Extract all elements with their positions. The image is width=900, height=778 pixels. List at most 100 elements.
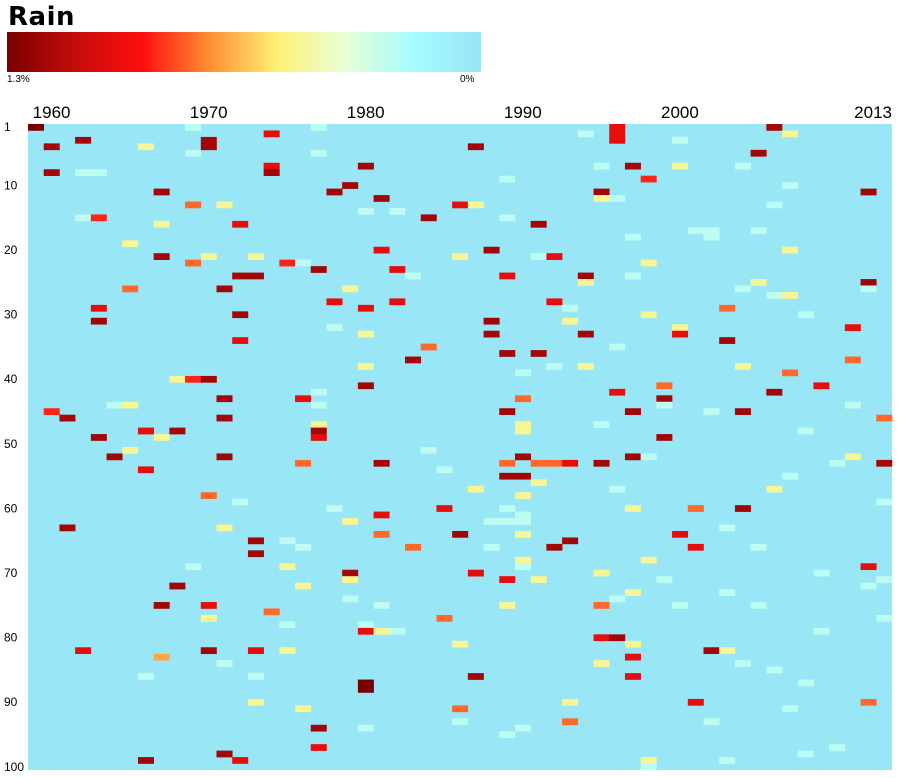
heatmap-cell xyxy=(153,653,170,661)
heatmap-cell xyxy=(90,434,107,441)
y-tick-label: 10 xyxy=(4,178,18,192)
heatmap-cell xyxy=(200,602,217,609)
heatmap-cell xyxy=(373,246,390,254)
heatmap-cell xyxy=(357,330,374,338)
heatmap-cell xyxy=(514,453,531,461)
heatmap-cell xyxy=(672,602,689,609)
heatmap-cell xyxy=(483,330,500,338)
x-tick-label: 1980 xyxy=(347,103,385,122)
heatmap-cell xyxy=(562,304,579,312)
x-tick-label: 1960 xyxy=(33,103,71,122)
heatmap-cell xyxy=(310,149,327,157)
heatmap-cell xyxy=(295,543,312,551)
x-tick-label: 2000 xyxy=(661,103,699,122)
heatmap-cell xyxy=(656,395,673,403)
heatmap-cell xyxy=(405,543,422,551)
heatmap-cell xyxy=(200,375,217,383)
heatmap-cell xyxy=(310,266,327,273)
y-tick-label: 60 xyxy=(4,501,18,515)
heatmap-cell xyxy=(310,421,327,428)
heatmap-cell xyxy=(43,408,60,415)
heatmap-cell xyxy=(797,750,814,758)
heatmap-cell xyxy=(452,201,469,209)
heatmap-cell xyxy=(530,576,547,583)
heatmap-cell xyxy=(844,401,861,409)
heatmap-cell xyxy=(357,686,374,693)
heatmap-cell xyxy=(514,511,531,519)
heatmap-cell xyxy=(389,627,406,635)
heatmap-cell xyxy=(373,530,390,538)
x-tick-label: 2013 xyxy=(854,103,892,122)
heatmap-cell xyxy=(813,569,830,577)
heatmap-cell xyxy=(593,602,610,609)
heatmap-cell xyxy=(75,647,92,655)
heatmap-cell xyxy=(844,453,861,461)
heatmap-cell xyxy=(106,401,123,409)
heatmap-cell xyxy=(499,602,516,609)
heatmap-cell xyxy=(137,466,154,474)
heatmap-cell xyxy=(640,556,657,564)
heatmap-cell xyxy=(640,757,657,764)
heatmap-cell xyxy=(452,640,469,648)
heatmap-cell xyxy=(624,453,641,461)
heatmap-cell xyxy=(672,530,689,538)
heatmap-cell xyxy=(672,136,689,144)
heatmap-cell xyxy=(829,744,846,751)
heatmap-cell xyxy=(766,485,783,493)
heatmap-cell xyxy=(624,162,641,170)
heatmap-cell xyxy=(342,595,359,603)
heatmap-cell xyxy=(530,350,547,357)
heatmap-cell xyxy=(672,162,689,170)
heatmap-cell xyxy=(452,530,469,538)
heatmap-cell xyxy=(357,621,374,629)
heatmap-cell xyxy=(373,195,390,202)
heatmap-cell xyxy=(357,724,374,732)
heatmap-cell xyxy=(326,188,343,196)
heatmap-cell xyxy=(342,285,359,293)
heatmap-cell xyxy=(624,589,641,596)
y-tick-label: 40 xyxy=(4,372,18,386)
heatmap-cell xyxy=(750,149,767,157)
heatmap-cell xyxy=(672,324,689,332)
y-tick-label: 1 xyxy=(4,120,11,134)
heatmap-cell xyxy=(719,647,736,655)
heatmap-cell xyxy=(514,492,531,499)
heatmap-cell xyxy=(452,253,469,260)
heatmap-cell xyxy=(609,485,626,493)
heatmap-cell xyxy=(514,369,531,377)
heatmap-cell xyxy=(200,143,217,151)
heatmap-cell xyxy=(357,679,374,687)
heatmap-cell xyxy=(734,285,751,293)
heatmap-cell xyxy=(797,427,814,435)
heatmap-cell xyxy=(514,556,531,564)
heatmap-cell xyxy=(122,285,139,293)
heatmap-cell xyxy=(514,421,531,428)
heatmap-cell xyxy=(499,459,516,467)
heatmap-cell xyxy=(452,705,469,713)
heatmap-cell xyxy=(75,136,92,144)
heatmap-cell xyxy=(750,602,767,609)
heatmap-cell xyxy=(860,698,877,706)
heatmap-cell xyxy=(373,511,390,519)
heatmap-cell xyxy=(546,298,563,306)
heatmap-cell xyxy=(153,253,170,260)
heatmap-cell xyxy=(216,285,233,293)
heatmap-cell xyxy=(703,718,720,726)
heatmap-cell xyxy=(530,479,547,487)
heatmap-cell xyxy=(734,363,751,370)
heatmap-cell xyxy=(860,582,877,590)
heatmap-cell xyxy=(357,304,374,312)
heatmap-cell xyxy=(200,647,217,655)
heatmap-cell xyxy=(169,427,186,435)
heatmap-cell xyxy=(703,233,720,241)
heatmap-cell xyxy=(247,253,264,260)
heatmap-cell xyxy=(703,408,720,415)
heatmap-cell xyxy=(593,569,610,577)
heatmap-cell xyxy=(247,272,264,280)
heatmap-cell xyxy=(137,673,154,680)
y-tick-label: 30 xyxy=(4,308,18,322)
heatmap-cell xyxy=(357,627,374,635)
heatmap-cell xyxy=(876,576,893,583)
heatmap-cell xyxy=(420,447,437,454)
